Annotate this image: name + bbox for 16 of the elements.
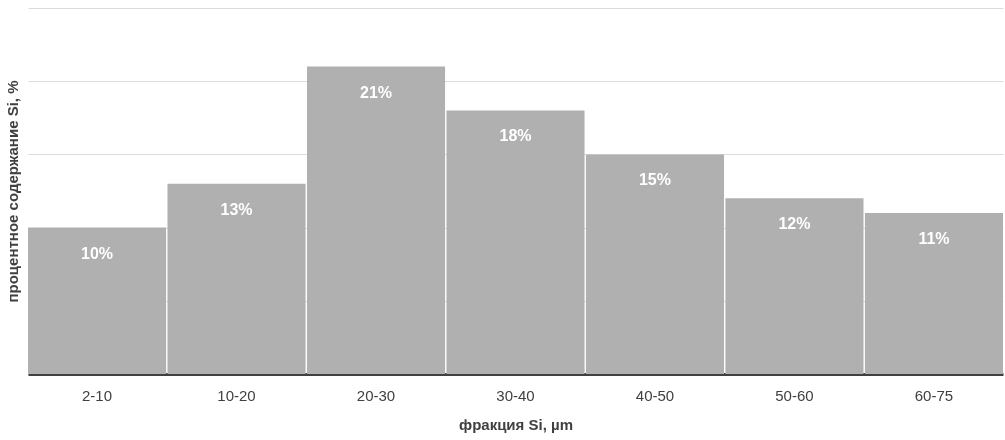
y-axis-title: процентное содержание Si, % — [3, 80, 21, 303]
x-tick-label: 50-60 — [775, 386, 814, 404]
data-label: 13% — [220, 200, 253, 218]
x-tick-label: 20-30 — [356, 386, 396, 404]
data-label: 15% — [638, 171, 671, 189]
data-label: 18% — [499, 127, 532, 145]
x-tick-label: 60-75 — [914, 386, 954, 404]
data-label: 21% — [360, 83, 393, 101]
x-tick-label: 30-40 — [496, 386, 535, 404]
data-label: 12% — [778, 215, 811, 233]
x-axis-title: фракция Si, µm — [459, 415, 573, 433]
x-tick-label: 2-10 — [82, 386, 113, 404]
x-tick-label: 40-50 — [635, 386, 675, 404]
x-tick-label: 10-20 — [217, 386, 256, 404]
data-label: 10% — [81, 244, 114, 262]
data-label: 11% — [918, 229, 950, 247]
